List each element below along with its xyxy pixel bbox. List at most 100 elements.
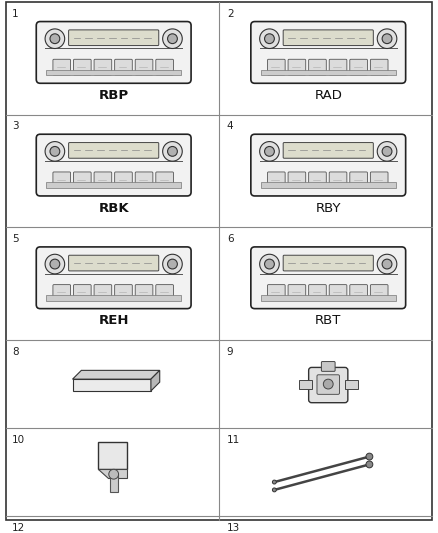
FancyBboxPatch shape [371,172,388,188]
Text: RBK: RBK [99,201,129,215]
Text: 1: 1 [12,9,19,19]
Circle shape [45,254,65,274]
FancyBboxPatch shape [74,172,91,188]
Text: 8: 8 [12,347,19,357]
FancyBboxPatch shape [156,59,173,75]
FancyBboxPatch shape [115,172,132,188]
Text: REH: REH [99,314,129,327]
FancyBboxPatch shape [251,21,406,83]
Text: 10: 10 [12,435,25,445]
Circle shape [162,142,182,161]
FancyBboxPatch shape [69,142,159,158]
FancyBboxPatch shape [309,367,348,403]
Text: RAD: RAD [314,89,342,102]
Circle shape [260,29,279,49]
FancyBboxPatch shape [53,172,71,188]
FancyBboxPatch shape [135,285,153,300]
Circle shape [366,453,373,460]
FancyBboxPatch shape [36,134,191,196]
FancyBboxPatch shape [329,285,347,300]
FancyBboxPatch shape [251,134,406,196]
Circle shape [162,29,182,49]
Bar [299,380,311,389]
FancyBboxPatch shape [288,285,306,300]
Circle shape [260,142,279,161]
FancyBboxPatch shape [94,285,112,300]
Circle shape [260,254,279,274]
Text: RBY: RBY [315,201,341,215]
Circle shape [323,379,333,389]
Polygon shape [98,470,127,478]
Bar [46,182,181,188]
FancyBboxPatch shape [74,285,91,300]
Bar [46,70,181,76]
Text: 5: 5 [12,234,19,244]
Circle shape [377,142,397,161]
FancyBboxPatch shape [309,59,326,75]
FancyBboxPatch shape [268,59,285,75]
Circle shape [50,34,60,44]
FancyBboxPatch shape [135,172,153,188]
FancyBboxPatch shape [371,59,388,75]
Polygon shape [73,379,151,391]
Text: 13: 13 [227,523,240,533]
Bar [345,380,358,389]
FancyBboxPatch shape [350,59,367,75]
Circle shape [272,480,276,484]
FancyBboxPatch shape [69,30,159,45]
FancyBboxPatch shape [371,285,388,300]
Circle shape [50,147,60,156]
Circle shape [45,29,65,49]
FancyBboxPatch shape [156,172,173,188]
FancyBboxPatch shape [69,255,159,271]
FancyBboxPatch shape [317,375,339,394]
Polygon shape [73,370,160,379]
FancyBboxPatch shape [94,59,112,75]
Bar [261,182,396,188]
FancyBboxPatch shape [283,142,373,158]
FancyBboxPatch shape [309,285,326,300]
FancyBboxPatch shape [321,361,335,372]
Circle shape [377,29,397,49]
Circle shape [272,488,276,492]
FancyBboxPatch shape [350,172,367,188]
Circle shape [318,530,339,533]
FancyBboxPatch shape [268,285,285,300]
Circle shape [45,142,65,161]
Text: 4: 4 [227,122,233,132]
Bar [261,70,396,76]
Circle shape [168,34,177,44]
FancyBboxPatch shape [156,285,173,300]
Bar [110,474,117,492]
Bar [98,442,127,470]
Circle shape [382,34,392,44]
FancyBboxPatch shape [115,285,132,300]
FancyBboxPatch shape [288,59,306,75]
Circle shape [162,254,182,274]
Circle shape [265,147,274,156]
Polygon shape [151,370,160,391]
Circle shape [382,259,392,269]
FancyBboxPatch shape [268,172,285,188]
Circle shape [366,461,373,468]
FancyBboxPatch shape [329,59,347,75]
Text: 9: 9 [227,347,233,357]
Circle shape [265,259,274,269]
Circle shape [168,259,177,269]
Circle shape [50,259,60,269]
FancyBboxPatch shape [53,59,71,75]
FancyBboxPatch shape [309,172,326,188]
Text: RBP: RBP [99,89,129,102]
Circle shape [168,147,177,156]
FancyBboxPatch shape [36,247,191,309]
FancyBboxPatch shape [135,59,153,75]
Text: RBT: RBT [315,314,342,327]
FancyBboxPatch shape [283,30,373,45]
FancyBboxPatch shape [53,285,71,300]
Text: 11: 11 [227,435,240,445]
FancyBboxPatch shape [36,21,191,83]
Circle shape [382,147,392,156]
Bar [261,295,396,301]
Circle shape [109,470,119,479]
FancyBboxPatch shape [74,59,91,75]
